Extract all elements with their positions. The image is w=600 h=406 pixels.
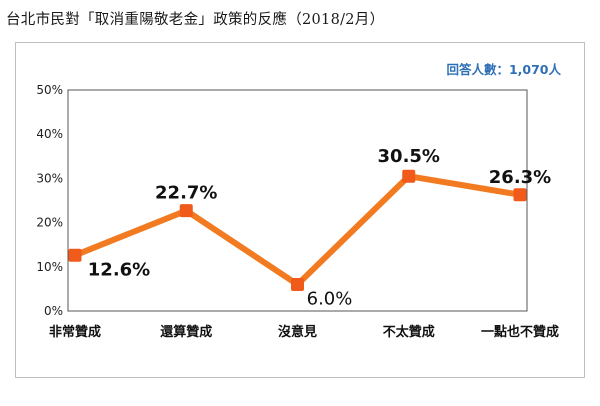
x-tick-label: 一點也不贊成 [481,324,559,340]
data-label: 22.7% [155,183,217,204]
x-tick-label: 不太贊成 [383,324,435,340]
data-point [402,169,416,183]
data-label: 12.6% [88,259,150,280]
x-tick-label: 沒意見 [278,324,317,340]
y-tick-label: 50% [36,83,63,97]
y-tick-label: 20% [36,216,63,230]
y-tick-label: 0% [44,304,63,318]
data-label: 30.5% [378,146,440,167]
data-label: 6.0% [307,288,353,309]
x-tick-label: 還算贊成 [160,324,212,340]
plot-frame [67,89,528,312]
data-point [179,204,193,218]
respondents-count: 回答人數：1,070人 [446,62,561,77]
data-point [513,188,527,202]
data-point [68,248,82,262]
y-tick-label: 30% [36,171,63,185]
data-label: 26.3% [489,167,551,188]
data-point [291,277,304,291]
chart-panel [15,42,585,378]
x-tick-label: 非常贊成 [49,324,101,340]
y-tick-label: 10% [36,260,63,274]
y-tick-label: 40% [36,127,63,141]
chart-title: 台北市民對「取消重陽敬老金」政策的反應（2018/2月） [6,12,385,28]
